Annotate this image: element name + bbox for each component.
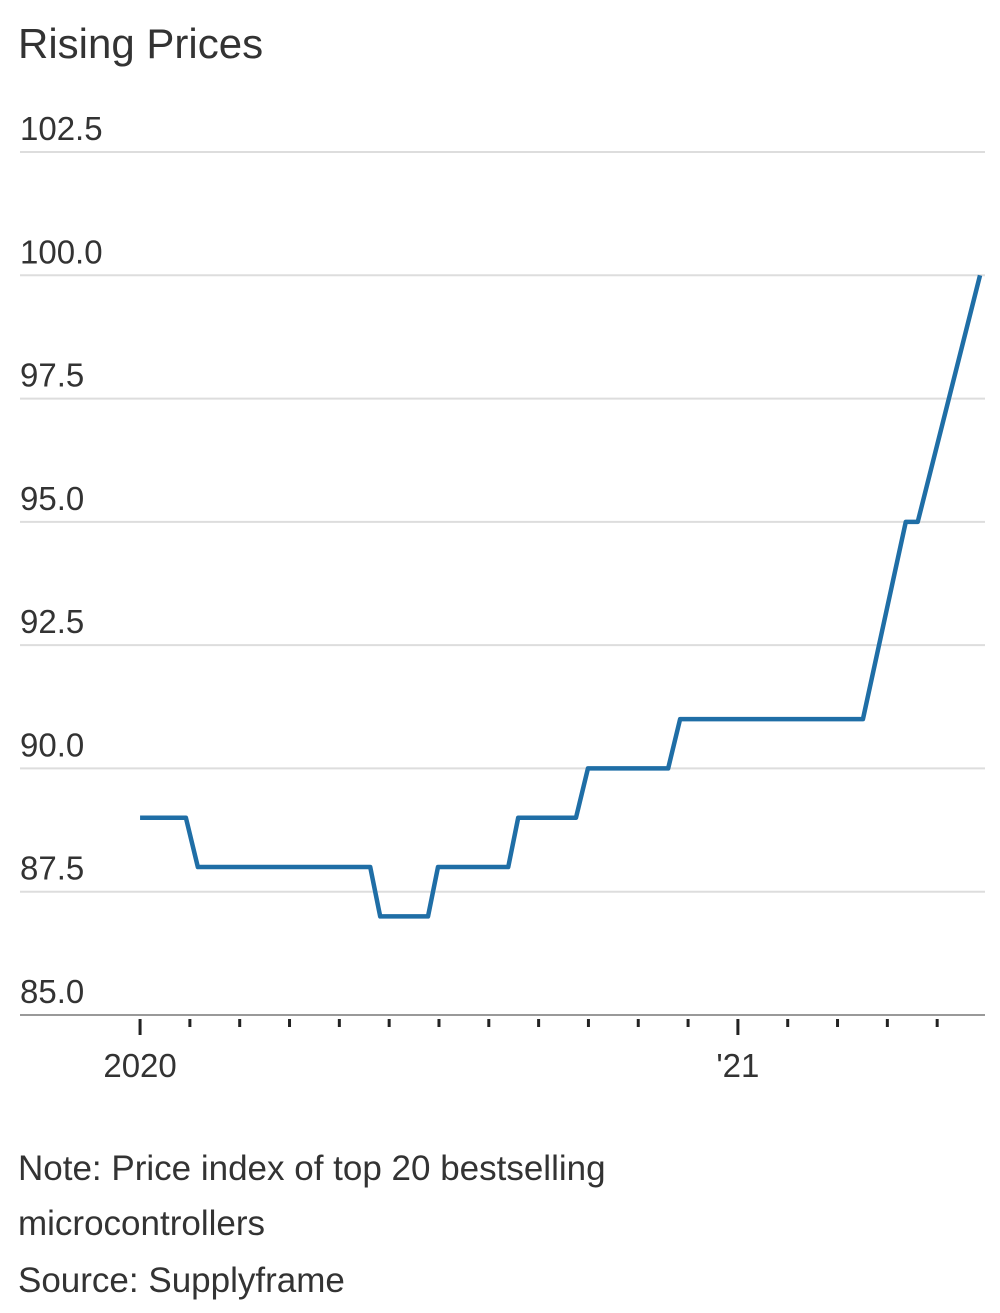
note-line: Note: Price index of top 20 bestselling — [18, 1149, 606, 1188]
y-tick-label: 100.0 — [20, 233, 103, 270]
x-tick-label: '21 — [716, 1047, 759, 1084]
y-tick-label: 97.5 — [20, 357, 84, 394]
y-tick-label: 90.0 — [20, 726, 84, 763]
y-tick-label: 95.0 — [20, 480, 84, 517]
source: Source: Supplyframe — [18, 1261, 345, 1300]
y-tick-label: 87.5 — [20, 850, 84, 887]
y-tick-label: 85.0 — [20, 973, 84, 1010]
y-tick-label: 92.5 — [20, 603, 84, 640]
chart-title: Rising Prices — [18, 20, 263, 67]
x-tick-label: 2020 — [103, 1047, 176, 1084]
line-series — [140, 274, 983, 919]
y-tick-label: 102.5 — [20, 110, 103, 147]
note: Note: Price index of top 20 bestselling m… — [18, 1149, 606, 1243]
note-line: microcontrollers — [18, 1204, 265, 1243]
